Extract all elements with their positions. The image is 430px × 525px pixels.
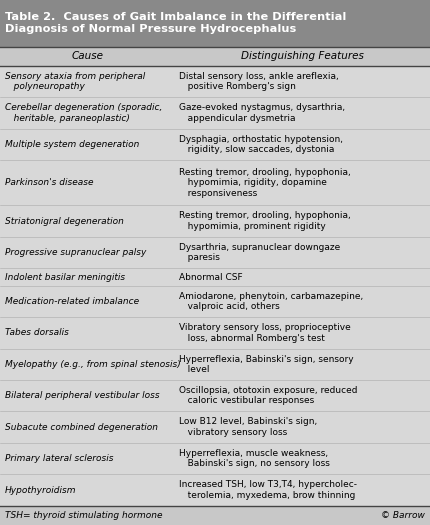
Bar [0, 286, 430, 317]
Text: Increased TSH, low T3,T4, hypercholес-
   terolemia, myxedema, brow thinning: Increased TSH, low T3,T4, hypercholес- t… [179, 480, 357, 500]
Text: Dysphagia, orthostatic hypotension,
   rigidity, slow saccades, dystonia: Dysphagia, orthostatic hypotension, rigi… [179, 135, 343, 154]
Text: Cerebellar degeneration (sporadic,
   heritable, paraneoplastic): Cerebellar degeneration (sporadic, herit… [5, 103, 163, 123]
Text: Cause: Cause [71, 51, 103, 61]
Text: Vibratory sensory loss, proprioceptive
   loss, abnormal Romberg's test: Vibratory sensory loss, proprioceptive l… [179, 323, 351, 343]
Text: Table 2.  Causes of Gait Imbalance in the Differential
Diagnosis of Normal Press: Table 2. Causes of Gait Imbalance in the… [5, 12, 347, 34]
Bar [0, 474, 430, 506]
Text: Indolent basilar meningitis: Indolent basilar meningitis [5, 272, 125, 281]
Bar [0, 349, 430, 380]
Bar [0, 0, 430, 47]
Text: TSH= thyroid stimulating hormone: TSH= thyroid stimulating hormone [5, 511, 163, 520]
Text: Sensory ataxia from peripheral
   polyneuropathy: Sensory ataxia from peripheral polyneuro… [5, 72, 145, 91]
Text: Subacute combined degeneration: Subacute combined degeneration [5, 423, 158, 432]
Text: Resting tremor, drooling, hypophonia,
   hypomimia, rigidity, dopamine
   respon: Resting tremor, drooling, hypophonia, hy… [179, 168, 351, 198]
Bar [0, 443, 430, 474]
Text: Primary lateral sclerosis: Primary lateral sclerosis [5, 454, 114, 463]
Text: Resting tremor, drooling, hypophonia,
   hypomimia, prominent rigidity: Resting tremor, drooling, hypophonia, hy… [179, 212, 351, 231]
Text: Oscillopsia, ototoxin exposure, reduced
   caloric vestibular responses: Oscillopsia, ototoxin exposure, reduced … [179, 386, 358, 405]
Text: Amiodarone, phenytoin, carbamazepine,
   valproic acid, others: Amiodarone, phenytoin, carbamazepine, va… [179, 292, 363, 311]
Bar [0, 66, 430, 97]
Bar [0, 47, 430, 66]
Bar [0, 97, 430, 129]
Text: Dysarthria, supranuclear downgaze
   paresis: Dysarthria, supranuclear downgaze paresi… [179, 243, 341, 262]
Bar [0, 506, 430, 525]
Bar [0, 129, 430, 160]
Text: Hyperreflexia, Babinski's sign, sensory
   level: Hyperreflexia, Babinski's sign, sensory … [179, 355, 354, 374]
Text: Striatonigral degeneration: Striatonigral degeneration [5, 217, 124, 226]
Bar [0, 160, 430, 205]
Text: Tabes dorsalis: Tabes dorsalis [5, 329, 69, 338]
Text: Multiple system degeneration: Multiple system degeneration [5, 140, 139, 149]
Text: Distal sensory loss, ankle areflexia,
   positive Romberg's sign: Distal sensory loss, ankle areflexia, po… [179, 72, 339, 91]
Text: Bilateral peripheral vestibular loss: Bilateral peripheral vestibular loss [5, 391, 160, 400]
Text: Gaze-evoked nystagmus, dysarthria,
   appendicular dysmetria: Gaze-evoked nystagmus, dysarthria, appen… [179, 103, 345, 123]
Text: Myelopathy (e.g., from spinal stenosis): Myelopathy (e.g., from spinal stenosis) [5, 360, 181, 369]
Text: Progressive supranuclear palsy: Progressive supranuclear palsy [5, 248, 147, 257]
Bar [0, 380, 430, 412]
Text: © Barrow: © Barrow [381, 511, 425, 520]
Bar [0, 268, 430, 286]
Bar [0, 412, 430, 443]
Text: Medication-related imbalance: Medication-related imbalance [5, 297, 139, 306]
Text: Hypothyroidism: Hypothyroidism [5, 486, 77, 495]
Text: Hyperreflexia, muscle weakness,
   Babinski's sign, no sensory loss: Hyperreflexia, muscle weakness, Babinski… [179, 449, 330, 468]
Text: Parkinson's disease: Parkinson's disease [5, 178, 94, 187]
Text: Low B12 level, Babinski's sign,
   vibratory sensory loss: Low B12 level, Babinski's sign, vibrator… [179, 417, 318, 437]
Text: Distinguishing Features: Distinguishing Features [241, 51, 363, 61]
Bar [0, 237, 430, 268]
Bar [0, 317, 430, 349]
Text: Abnormal CSF: Abnormal CSF [179, 272, 243, 281]
Bar [0, 205, 430, 237]
